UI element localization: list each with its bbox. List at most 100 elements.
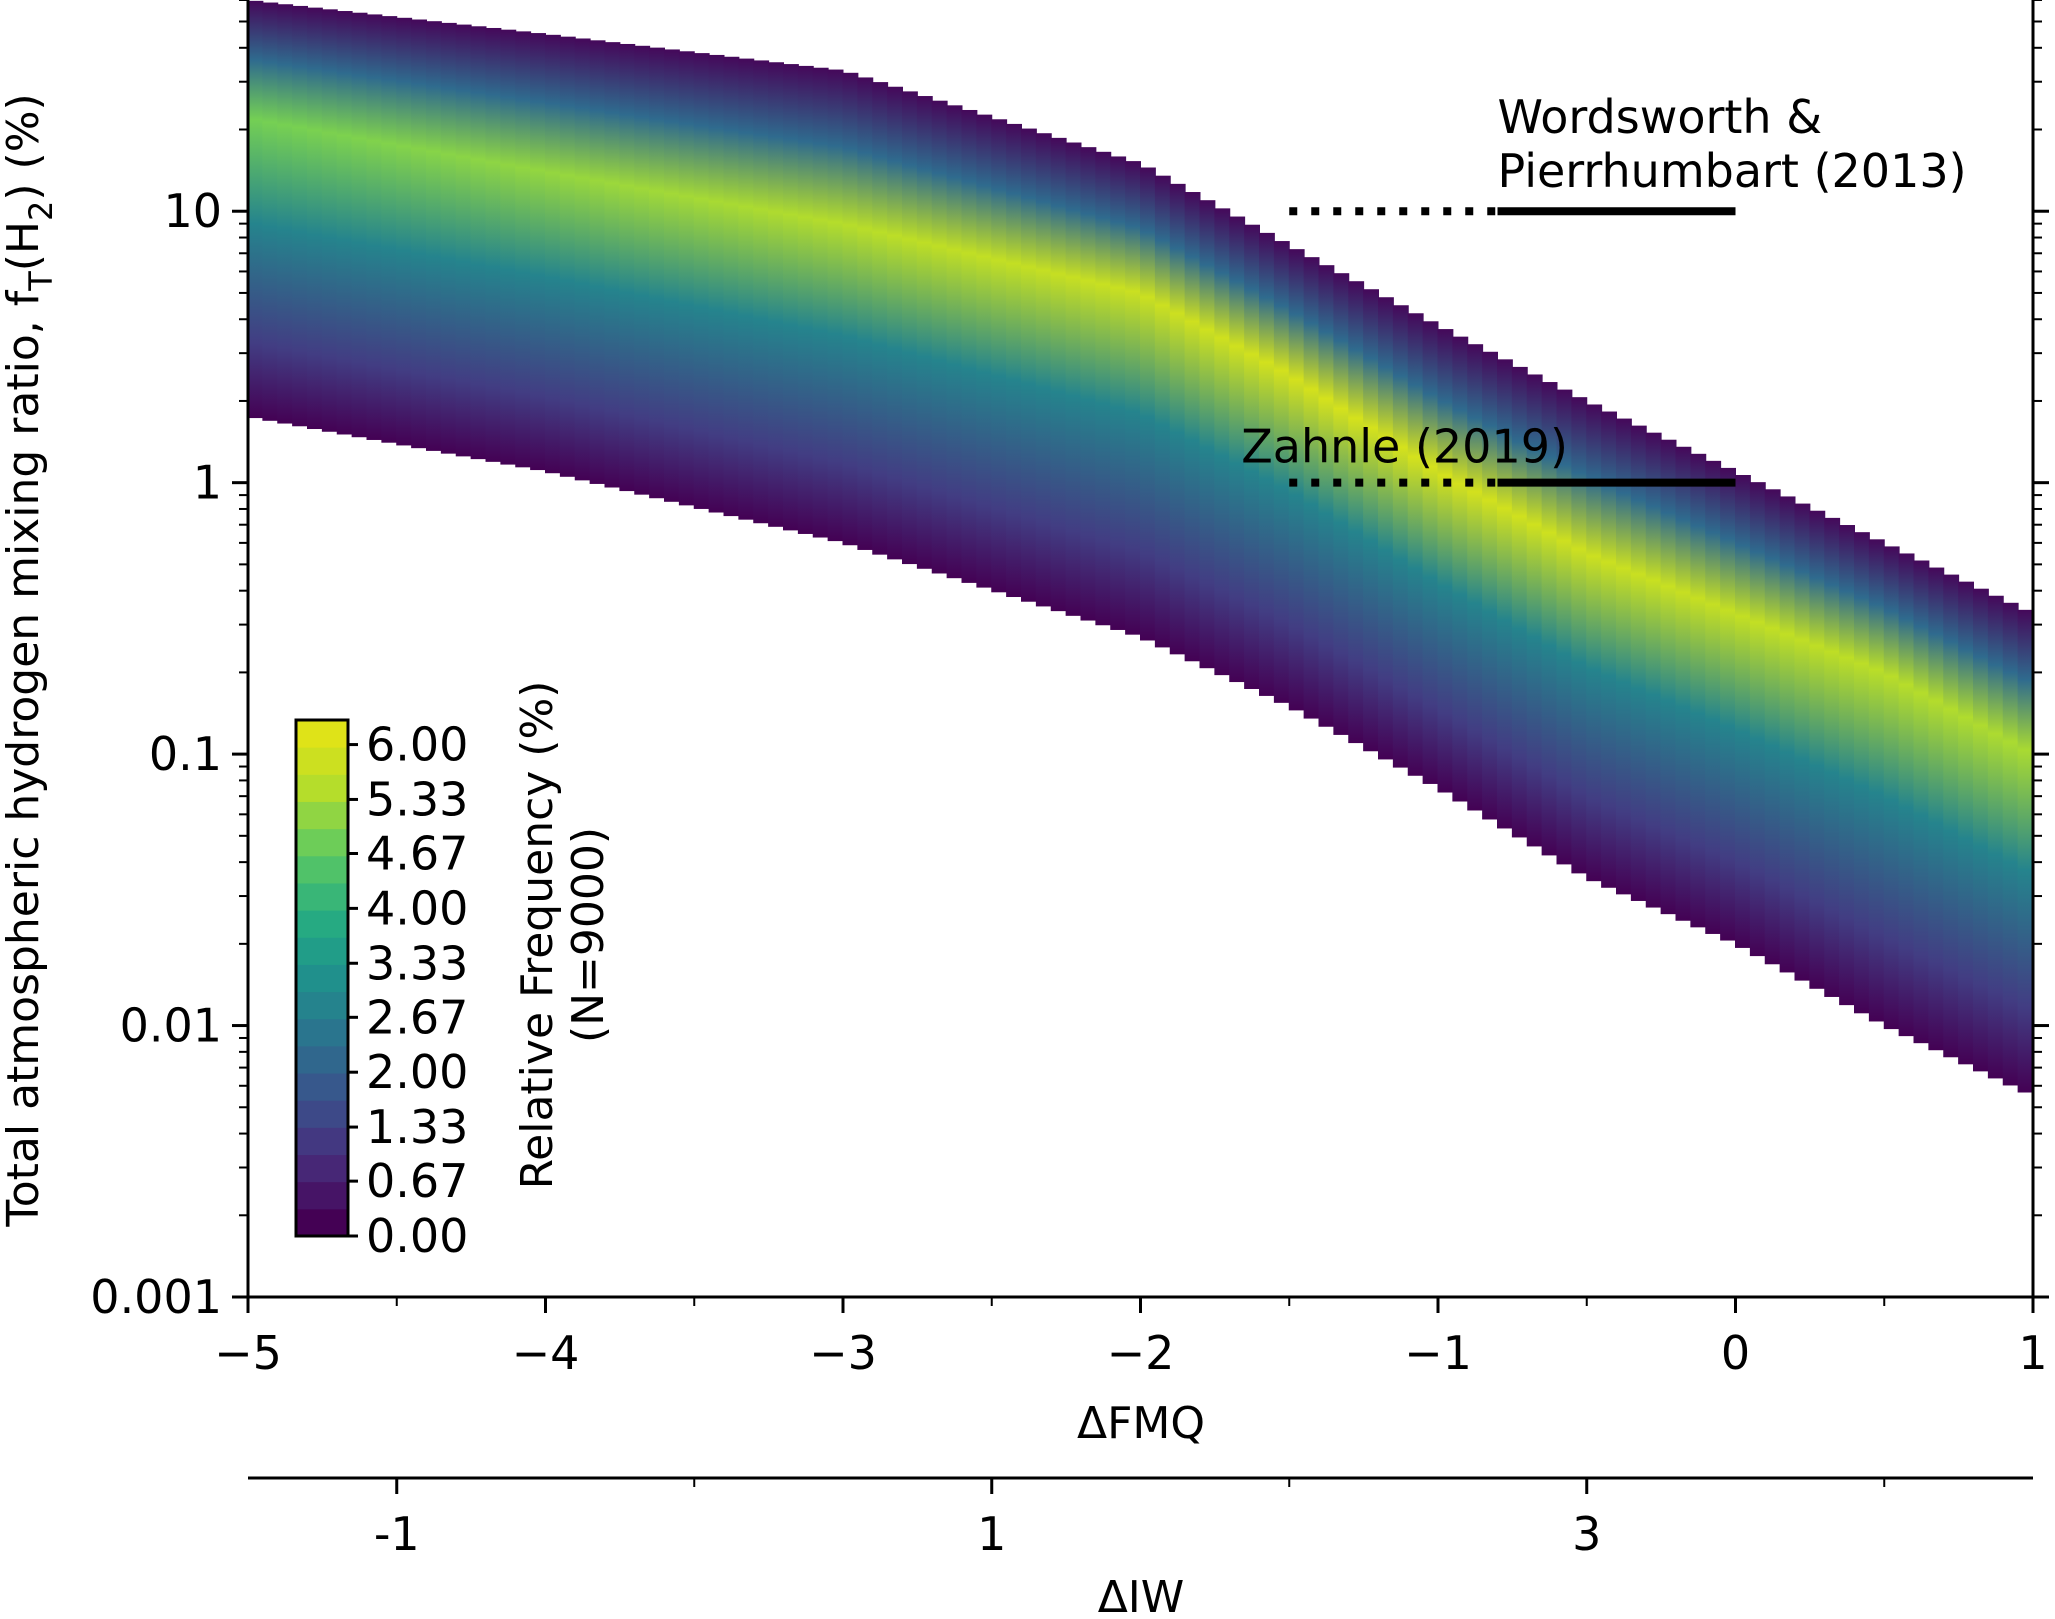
- axes: −5 −4 −3 −2 −1 0 1 0.001 0.01 0.1 1 10 -1 1 3: [90, 0, 2049, 1561]
- colorbar-segment: [296, 828, 348, 857]
- colorbar-segment: [296, 1154, 348, 1183]
- band-strip: [693, 53, 710, 509]
- x-axis-title: ΔFMQ: [1077, 1398, 1205, 1449]
- band-strip: [887, 86, 903, 560]
- band-strip: [723, 56, 740, 517]
- colorbar-segment: [296, 882, 348, 911]
- band-strip: [530, 33, 546, 471]
- secondary-x-tick-label: -1: [374, 1507, 420, 1561]
- band-strip: [1675, 446, 1692, 921]
- band-strip: [916, 96, 933, 569]
- band-strip: [634, 45, 651, 495]
- colorbar-segment: [296, 937, 348, 965]
- band-strip: [1794, 503, 1811, 981]
- x-tick-label: 1: [2018, 1326, 2047, 1380]
- band-strip: [753, 60, 770, 524]
- colorbar-segment: [296, 1073, 348, 1101]
- colorbar-segment: [296, 1208, 348, 1237]
- band-strip: [1065, 142, 1082, 616]
- band-strip: [1586, 404, 1603, 882]
- colorbar-frame: [294, 718, 350, 1238]
- band-strip: [1348, 281, 1365, 744]
- band-strip: [1854, 532, 1870, 1014]
- band-strip: [292, 5, 308, 427]
- y-tick-label: 0.01: [120, 999, 222, 1053]
- band-strip: [1363, 289, 1379, 752]
- band-strip: [1378, 297, 1394, 760]
- colorbar-segment: [296, 1100, 348, 1128]
- colorbar-label-line2: (N=9000): [563, 827, 614, 1043]
- band-strip: [1526, 374, 1543, 847]
- band-strip: [872, 82, 889, 555]
- band-strip: [1660, 439, 1677, 915]
- band-strip: [366, 14, 383, 440]
- band-strip: [426, 21, 442, 451]
- band-strip: [961, 109, 978, 583]
- band-strip: [902, 91, 918, 565]
- band-strip: [1987, 595, 2004, 1079]
- band-strip: [321, 9, 338, 432]
- band-strip: [351, 12, 368, 438]
- band-strip: [1779, 496, 1796, 973]
- band-strip: [1229, 216, 1246, 683]
- band-strip: [1035, 133, 1052, 607]
- band-strip: [1125, 161, 1141, 635]
- band-strip: [708, 54, 725, 513]
- colorbar-label-line1: Relative Frequency (%): [512, 681, 563, 1190]
- plot-area: [247, 0, 2034, 1093]
- band-strip: [931, 100, 948, 574]
- x-tick-label: −4: [512, 1326, 580, 1380]
- band-strip: [1422, 321, 1439, 784]
- band-strip: [1080, 147, 1097, 621]
- band-strip: [381, 16, 398, 443]
- band-strip: [1392, 305, 1409, 768]
- band-strip: [946, 105, 963, 579]
- band-strip: [2002, 602, 2019, 1086]
- band-strip: [1497, 359, 1513, 829]
- x-tick-label: −1: [1404, 1326, 1472, 1380]
- band-strip: [1556, 389, 1573, 865]
- colorbar-segment: [296, 720, 348, 748]
- colorbar-segment: [296, 1045, 348, 1074]
- band-strip: [1913, 560, 1930, 1044]
- band-strip: [1140, 167, 1156, 641]
- colorbar-segment: [296, 801, 348, 830]
- band-strip: [1749, 482, 1766, 957]
- x-tick-label: −3: [809, 1326, 877, 1380]
- colorbar-segment: [296, 774, 348, 802]
- colorbar-tick-label: 5.33: [366, 772, 468, 826]
- band-strip: [1883, 546, 1900, 1030]
- colorbar-tick-label: 1.33: [366, 1100, 468, 1154]
- band-strip: [1333, 273, 1350, 735]
- band-strip: [1809, 510, 1826, 989]
- secondary-x-tick-label: 1: [977, 1507, 1006, 1561]
- band-strip: [574, 38, 591, 481]
- band-strip: [1154, 175, 1171, 648]
- band-strip: [1199, 200, 1216, 669]
- band-strip: [1437, 329, 1454, 793]
- band-strip: [1928, 567, 1945, 1051]
- secondary-x-tick-label: 3: [1572, 1507, 1601, 1561]
- band-strip: [1720, 467, 1736, 941]
- y-tick-label: 0.1: [149, 727, 222, 781]
- secondary-x-axis-title: ΔIW: [1098, 1572, 1185, 1619]
- band-strip: [247, 0, 264, 419]
- band-strip: [1839, 525, 1855, 1006]
- annotation-label: Wordsworth &: [1498, 90, 1823, 144]
- y-tick-label: 0.001: [90, 1270, 222, 1324]
- band-strip: [1021, 128, 1037, 602]
- colorbar-segment: [296, 855, 348, 884]
- band-strip: [1110, 156, 1127, 630]
- band-strip: [1645, 432, 1662, 908]
- band-strip: [1705, 460, 1722, 934]
- band-strip: [1303, 257, 1320, 719]
- x-tick-label: −5: [214, 1326, 282, 1380]
- band-strip: [783, 64, 799, 531]
- band-strip: [649, 47, 665, 499]
- colorbar-tick-label: 2.67: [366, 990, 468, 1044]
- band-strip: [396, 17, 413, 446]
- colorbar-segment: [296, 910, 348, 938]
- band-strip: [1467, 344, 1484, 811]
- colorbar-tick-label: 0.67: [366, 1154, 468, 1208]
